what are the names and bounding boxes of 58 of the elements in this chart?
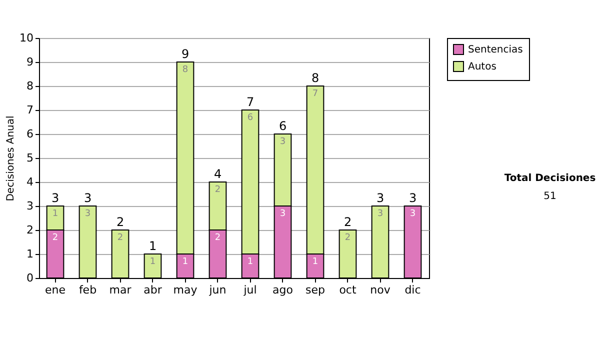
data-label: 2 bbox=[52, 233, 58, 243]
total-label: 3 bbox=[408, 191, 417, 205]
legend-label: Autos bbox=[468, 62, 496, 72]
total-label: 2 bbox=[344, 215, 352, 229]
data-label: 1 bbox=[312, 257, 318, 267]
data-label: 3 bbox=[280, 209, 286, 219]
data-label: 1 bbox=[52, 209, 58, 219]
total-label: 3 bbox=[84, 191, 92, 205]
x-tick-label: nov bbox=[370, 284, 391, 296]
x-tick-label: mar bbox=[109, 284, 132, 296]
total-label: 9 bbox=[181, 47, 190, 61]
data-label: 1 bbox=[247, 257, 254, 267]
total-label: 4 bbox=[214, 167, 222, 181]
text: Total Decisiones bbox=[503, 172, 597, 186]
data-label: 7 bbox=[312, 89, 318, 99]
data-label: 2 bbox=[117, 233, 124, 243]
x-tick-label: abr bbox=[144, 284, 162, 296]
data-label: 3 bbox=[84, 209, 91, 219]
x-tick-label: dic bbox=[404, 284, 421, 296]
y-tick-label: 10 bbox=[20, 32, 34, 44]
data-label: 3 bbox=[280, 137, 286, 147]
total-label: 7 bbox=[246, 95, 254, 109]
x-tick-label: jul bbox=[242, 284, 257, 296]
x-tick-label: feb bbox=[78, 284, 97, 296]
y-tick-label: 7 bbox=[26, 104, 34, 116]
legend-label: Sentencias bbox=[468, 44, 523, 56]
x-tick-label: oct bbox=[339, 284, 357, 296]
y-tick-label: 1 bbox=[26, 248, 34, 260]
y-tick-label: 3 bbox=[26, 200, 34, 212]
y-axis-title: Decisiones Anual bbox=[6, 116, 17, 202]
data-label: 8 bbox=[182, 65, 188, 75]
data-label: 1 bbox=[150, 257, 156, 267]
total-label: 3 bbox=[376, 191, 384, 205]
y-tick-label: 6 bbox=[26, 128, 34, 140]
y-tick-label: 4 bbox=[26, 176, 34, 188]
total-label: 6 bbox=[278, 119, 287, 133]
data-label: 3 bbox=[377, 209, 384, 219]
y-tick-label: 0 bbox=[26, 272, 34, 284]
total-label: 3 bbox=[51, 191, 60, 205]
total-label: 8 bbox=[311, 71, 320, 85]
data-label: 1 bbox=[182, 257, 188, 267]
y-tick-label: 5 bbox=[26, 152, 34, 164]
data-label: 6 bbox=[247, 113, 254, 123]
total-label: 2 bbox=[116, 215, 124, 229]
y-tick-label: 2 bbox=[26, 224, 34, 236]
text: 51 bbox=[542, 190, 558, 204]
y-tick-label: 9 bbox=[26, 56, 34, 68]
data-label: 2 bbox=[214, 233, 221, 243]
data-label: 2 bbox=[344, 233, 351, 243]
x-tick-label: may bbox=[173, 284, 198, 296]
data-label: 3 bbox=[410, 209, 416, 219]
x-tick-label: ago bbox=[272, 284, 294, 296]
data-label: 2 bbox=[214, 185, 221, 195]
x-tick-label: sep bbox=[306, 284, 326, 296]
x-tick-label: jun bbox=[208, 284, 226, 296]
y-tick-label: 8 bbox=[26, 80, 34, 92]
total-label: 1 bbox=[148, 239, 157, 253]
x-tick-label: ene bbox=[44, 284, 66, 296]
